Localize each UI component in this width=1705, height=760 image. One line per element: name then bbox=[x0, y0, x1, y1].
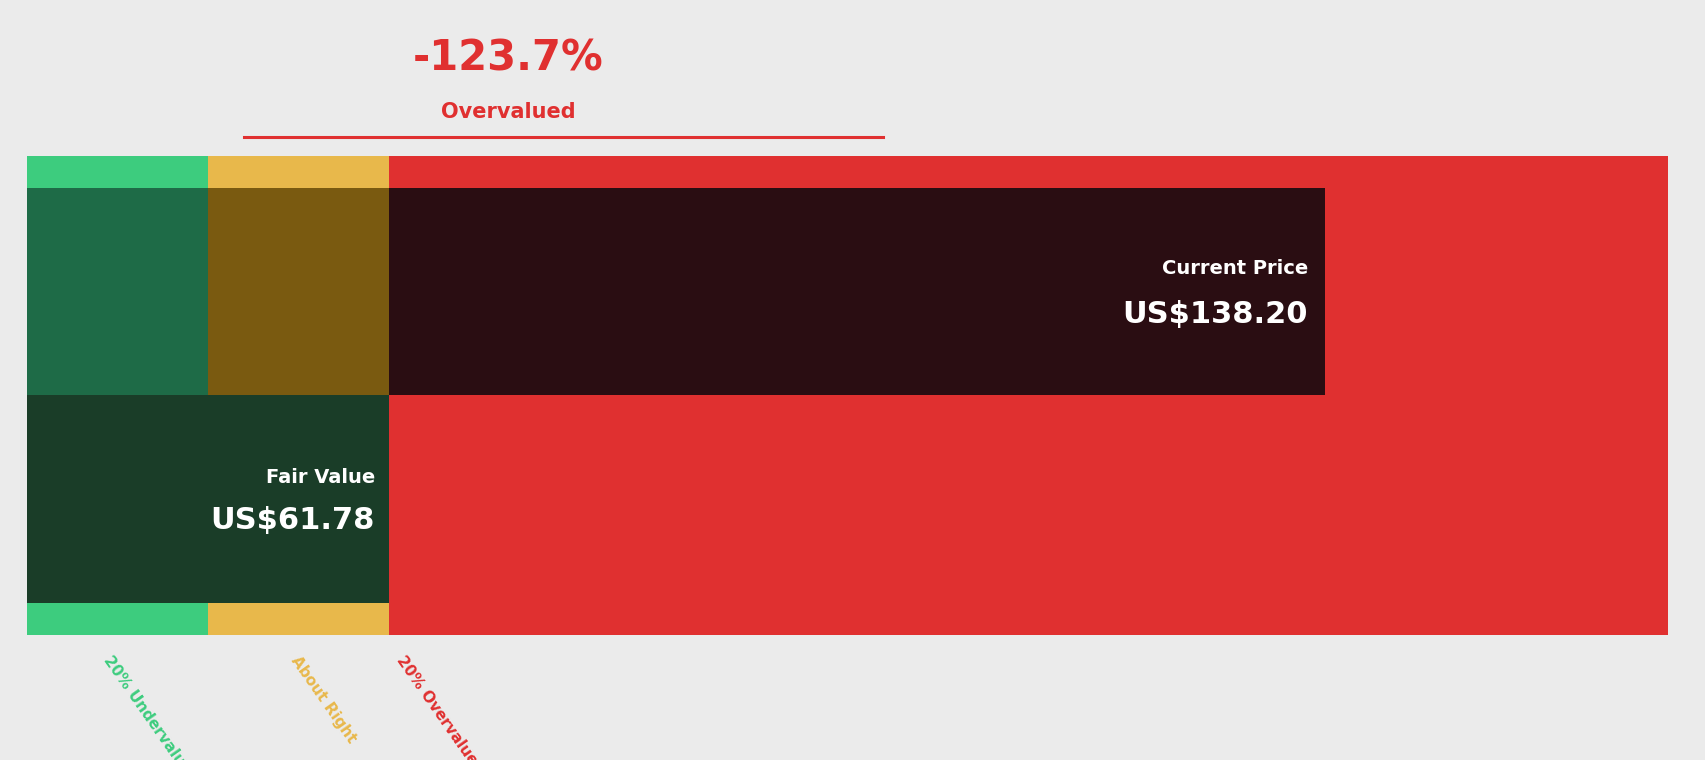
Bar bbox=[208, 603, 389, 635]
Text: US$61.78: US$61.78 bbox=[210, 505, 375, 535]
Bar bbox=[27, 156, 208, 188]
Bar bbox=[389, 188, 1667, 603]
Bar bbox=[27, 603, 208, 635]
Text: Fair Value: Fair Value bbox=[266, 468, 375, 487]
Text: Overvalued: Overvalued bbox=[440, 102, 575, 122]
Text: About Right: About Right bbox=[288, 654, 358, 746]
Bar bbox=[389, 603, 1667, 635]
Bar bbox=[27, 188, 208, 603]
Text: -123.7%: -123.7% bbox=[413, 38, 604, 80]
Text: 20% Overvalued: 20% Overvalued bbox=[394, 654, 486, 760]
Bar bbox=[389, 188, 1325, 395]
Bar bbox=[27, 395, 389, 603]
Text: 20% Undervalued: 20% Undervalued bbox=[101, 654, 199, 760]
Bar bbox=[389, 156, 1667, 188]
Bar bbox=[208, 188, 389, 603]
Text: US$138.20: US$138.20 bbox=[1122, 299, 1308, 329]
Text: Current Price: Current Price bbox=[1161, 259, 1308, 278]
Bar bbox=[208, 156, 389, 188]
